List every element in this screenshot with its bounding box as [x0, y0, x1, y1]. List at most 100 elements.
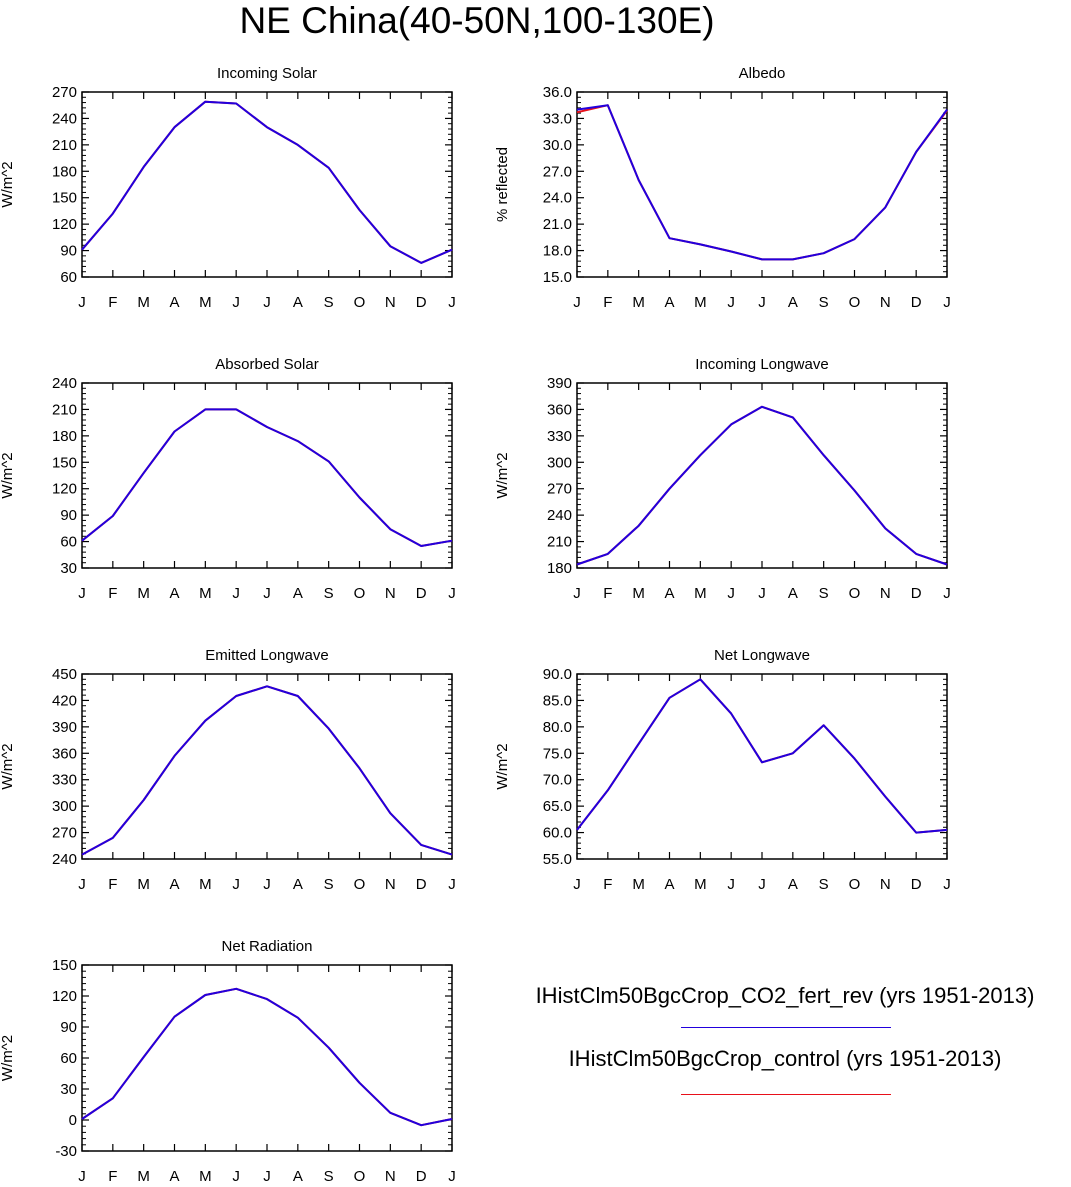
x-tick-label: N [385, 294, 396, 311]
y-tick-label: 60.0 [543, 825, 572, 842]
chart-title: Absorbed Solar [215, 356, 318, 373]
x-tick-label: O [849, 294, 861, 311]
x-tick-label: J [263, 585, 271, 602]
x-tick-label: J [448, 876, 456, 893]
y-tick-label: 150 [52, 957, 77, 974]
y-tick-label: 60 [60, 1050, 77, 1067]
chart-net-longwave: Net Longwave W/m^2 55.0 60.0 65.0 70.0 75.0 80.… [494, 647, 951, 893]
x-tick-label: O [354, 1168, 366, 1185]
page-title: NE China(40-50N,100-130E) [239, 0, 715, 41]
x-tick-label: J [448, 1168, 456, 1185]
y-tick-label: 75.0 [543, 745, 572, 762]
y-axis-label: W/m^2 [0, 1035, 16, 1081]
y-tick-label: 150 [52, 454, 77, 471]
x-tick-label: O [849, 876, 861, 893]
y-tick-label: 90.0 [543, 666, 572, 683]
x-tick-label: D [911, 876, 922, 893]
x-tick-label: F [603, 585, 612, 602]
y-axis-label: W/m^2 [0, 161, 16, 207]
chart-title: Net Longwave [714, 647, 810, 664]
x-tick-label: M [199, 1168, 212, 1185]
plot-frame [81, 382, 453, 569]
series-line-fert [81, 100, 453, 264]
x-tick-label: M [199, 876, 212, 893]
x-tick-label: J [573, 585, 581, 602]
x-tick-label: N [880, 585, 891, 602]
x-tick-label: M [632, 876, 645, 893]
x-tick-label: A [169, 876, 179, 893]
y-tick-label: 180 [547, 560, 572, 577]
chart-title: Net Radiation [222, 938, 313, 955]
x-tick-label: M [137, 1168, 150, 1185]
y-tick-label: 24.0 [543, 190, 572, 207]
y-axis-label: % reflected [494, 147, 511, 222]
x-tick-label: J [448, 294, 456, 311]
x-tick-label: J [758, 294, 766, 311]
legend-label-control: IHistClm50BgcCrop_control (yrs 1951-2013… [568, 1046, 1002, 1071]
series-line-fert [576, 405, 948, 566]
x-tick-label: A [293, 1168, 303, 1185]
chart-absorbed-solar: Absorbed Solar W/m^2 30 60 90 120 150 180 210 240… [0, 356, 456, 602]
y-tick-label: 240 [547, 507, 572, 524]
y-tick-label: 300 [52, 798, 77, 815]
y-axis-label: W/m^2 [494, 452, 511, 498]
x-tick-label: M [632, 585, 645, 602]
y-tick-label: 330 [547, 428, 572, 445]
series-line-fert [81, 987, 453, 1127]
series-line-control [81, 685, 453, 856]
x-tick-label: A [169, 294, 179, 311]
y-tick-label: 210 [52, 401, 77, 418]
y-tick-label: 120 [52, 481, 77, 498]
series-line-control [81, 100, 453, 264]
y-tick-label: 360 [547, 401, 572, 418]
x-tick-label: N [385, 1168, 396, 1185]
x-tick-label: J [727, 876, 735, 893]
y-tick-label: 90 [60, 507, 77, 524]
x-tick-label: M [632, 294, 645, 311]
series-line-control [81, 987, 453, 1127]
series-line-control [576, 405, 948, 566]
y-tick-label: 90 [60, 243, 77, 260]
series-line-fert [81, 408, 453, 547]
y-tick-label: 0 [69, 1112, 77, 1129]
x-tick-label: S [819, 585, 829, 602]
x-tick-label: J [232, 1168, 240, 1185]
x-tick-label: J [78, 294, 86, 311]
x-tick-label: S [324, 294, 334, 311]
series-line-control [576, 104, 948, 261]
y-tick-label: 270 [52, 84, 77, 101]
y-tick-label: 21.0 [543, 216, 572, 233]
y-tick-label: 60 [60, 269, 77, 286]
y-tick-label: 330 [52, 772, 77, 789]
y-tick-label: 85.0 [543, 692, 572, 709]
y-tick-label: 27.0 [543, 163, 572, 180]
x-tick-label: F [108, 876, 117, 893]
x-tick-label: F [603, 876, 612, 893]
legend-line-control [681, 1094, 891, 1095]
x-tick-label: S [324, 1168, 334, 1185]
x-tick-label: O [354, 876, 366, 893]
x-tick-label: F [108, 585, 117, 602]
x-tick-label: D [911, 294, 922, 311]
x-tick-label: N [880, 876, 891, 893]
y-tick-label: 120 [52, 216, 77, 233]
x-tick-label: A [664, 876, 674, 893]
x-tick-label: J [263, 294, 271, 311]
x-tick-label: J [758, 876, 766, 893]
series-line-fert [576, 104, 948, 261]
x-tick-label: S [324, 876, 334, 893]
x-tick-label: S [819, 876, 829, 893]
legend-line-fert [681, 1027, 891, 1028]
y-tick-label: 90 [60, 1019, 77, 1036]
series-line-fert [576, 678, 948, 834]
y-tick-label: 80.0 [543, 719, 572, 736]
x-tick-label: A [169, 585, 179, 602]
x-tick-label: J [573, 876, 581, 893]
y-axis-label: W/m^2 [494, 743, 511, 789]
chart-title: Incoming Solar [217, 65, 317, 82]
x-tick-label: A [293, 294, 303, 311]
x-tick-label: M [199, 294, 212, 311]
x-tick-label: N [880, 294, 891, 311]
y-tick-label: 70.0 [543, 772, 572, 789]
